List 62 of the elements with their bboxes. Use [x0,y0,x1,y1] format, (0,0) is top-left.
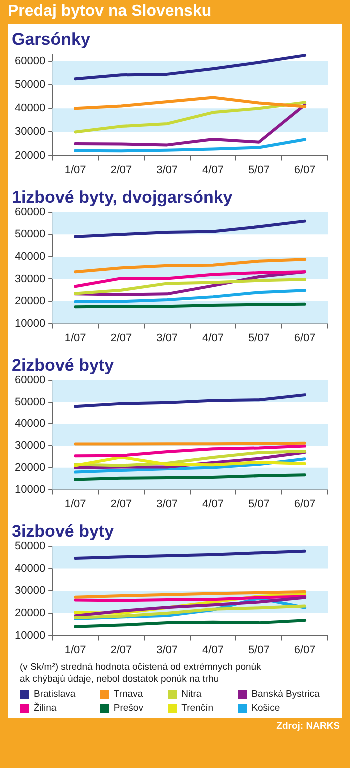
x-tick-label: 4/07 [202,164,224,176]
y-tick-label: 40000 [14,418,46,430]
x-tick-label: 2/07 [110,332,132,344]
legend-label: Žilina [33,703,58,714]
y-tick-label: 50000 [14,540,46,552]
x-tick-label: 6/07 [294,164,316,176]
legend-label: Nitra [180,689,203,700]
x-tick-label: 3/07 [156,644,178,656]
y-tick-label: 20000 [14,607,46,620]
y-tick-label: 10000 [14,630,46,642]
chart-title: 3izbové byty [12,522,115,541]
y-tick-label: 10000 [14,318,46,330]
text: ak chýbajú údaje, nebol dostatok ponúk na trhu [19,674,220,686]
y-tick-label: 50000 [14,79,46,92]
chart-title: 1izbové byty, dvojgarsónky [12,188,234,207]
legend-label: Banská Bystrica [250,689,321,700]
y-tick-label: 30000 [14,585,46,598]
x-tick-label: 5/07 [248,498,270,510]
chart-subtitle: Garsónky [12,30,91,49]
y-tick-label: 30000 [14,273,46,286]
x-tick-label: 1/07 [64,498,86,510]
legend-label: Prešov [112,703,144,714]
x-tick-label: 4/07 [202,332,224,344]
y-tick-label: 30000 [14,126,46,138]
y-tick-label: 20000 [14,150,46,162]
x-tick-label: 5/07 [248,644,270,656]
y-tick-label: 60000 [14,56,46,68]
y-tick-label: 40000 [14,250,46,263]
text: Zdroj: NARKS [276,720,341,732]
y-tick-label: 20000 [14,462,46,474]
y-tick-label: 30000 [14,440,46,452]
x-tick-label: 2/07 [110,498,132,510]
y-tick-label: 20000 [14,296,46,308]
chart-title: Predaj bytov na Slovensku [7,2,213,22]
y-tick-label: 50000 [14,228,46,241]
legend-label: Trenčín [180,703,214,714]
legend-label: Košice [250,703,282,714]
chart-title: 2izbové byty [12,356,115,375]
x-tick-label: 5/07 [248,164,270,176]
x-tick-label: 3/07 [156,164,178,176]
x-tick-label: 2/07 [110,164,132,176]
y-tick-label: 10000 [14,484,46,496]
x-tick-label: 1/07 [64,332,86,344]
x-tick-label: 6/07 [294,498,316,510]
text: (v Sk/m²) stredná hodnota očistená od extrémnych ponúk [19,662,262,674]
x-tick-label: 5/07 [248,332,270,344]
x-tick-label: 6/07 [294,644,316,656]
x-tick-label: 3/07 [156,332,178,344]
legend-label: Bratislava [33,689,77,700]
x-tick-label: 1/07 [64,644,86,656]
x-tick-label: 6/07 [294,332,316,344]
x-tick-label: 3/07 [156,498,178,510]
y-tick-label: 60000 [14,206,46,218]
y-tick-label: 40000 [14,102,46,115]
x-tick-label: 1/07 [64,164,86,176]
y-tick-label: 50000 [14,396,46,408]
y-tick-label: 60000 [14,374,46,386]
x-tick-label: 2/07 [110,644,132,656]
x-tick-label: 4/07 [202,498,224,510]
legend-label: Trnava [112,689,144,700]
x-tick-label: 4/07 [202,644,224,656]
y-tick-label: 40000 [14,562,46,575]
